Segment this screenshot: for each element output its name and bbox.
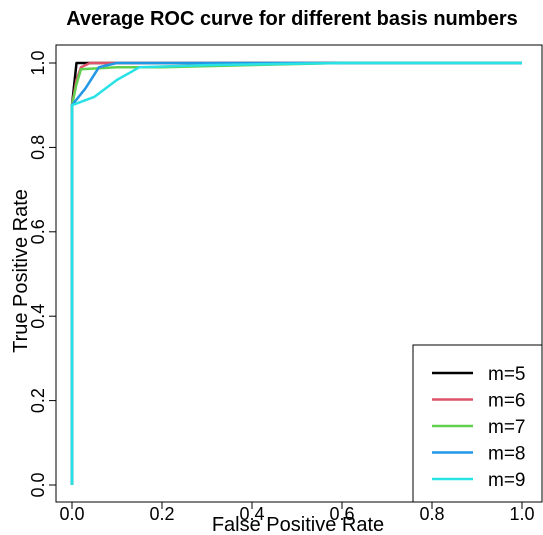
y-tick-label: 0.0 — [28, 472, 48, 497]
x-tick-label: 0.0 — [59, 504, 84, 524]
y-tick-label: 1.0 — [28, 50, 48, 75]
x-tick-label: 0.6 — [329, 504, 354, 524]
legend-label: m=7 — [488, 417, 526, 438]
x-axis-label: False Positive Rate — [212, 514, 384, 535]
chart-title: Average ROC curve for different basis nu… — [66, 8, 518, 30]
legend-label: m=6 — [488, 391, 526, 412]
series-group — [70, 61, 522, 485]
y-tick-label: 0.8 — [28, 135, 48, 160]
x-tick-label: 0.2 — [149, 504, 174, 524]
legend: m=5 m=6 m=7 m=8 m=9 — [412, 344, 543, 503]
legend-label: m=5 — [488, 364, 526, 385]
y-axis: 0.0 0.2 0.4 0.6 0.8 1.0 — [28, 50, 57, 498]
legend-label: m=8 — [488, 444, 526, 465]
legend-label: m=9 — [488, 470, 526, 491]
y-tick-label: 0.6 — [28, 219, 48, 244]
x-tick-label: 0.8 — [419, 504, 444, 524]
x-tick-label: 0.4 — [239, 504, 264, 524]
legend-box — [412, 344, 543, 503]
x-tick-label: 1.0 — [509, 504, 534, 524]
series-line-m9 — [70, 61, 522, 485]
y-tick-label: 0.4 — [28, 304, 48, 329]
y-tick-label: 0.2 — [28, 388, 48, 413]
y-axis-label: True Positive Rate — [10, 189, 32, 353]
